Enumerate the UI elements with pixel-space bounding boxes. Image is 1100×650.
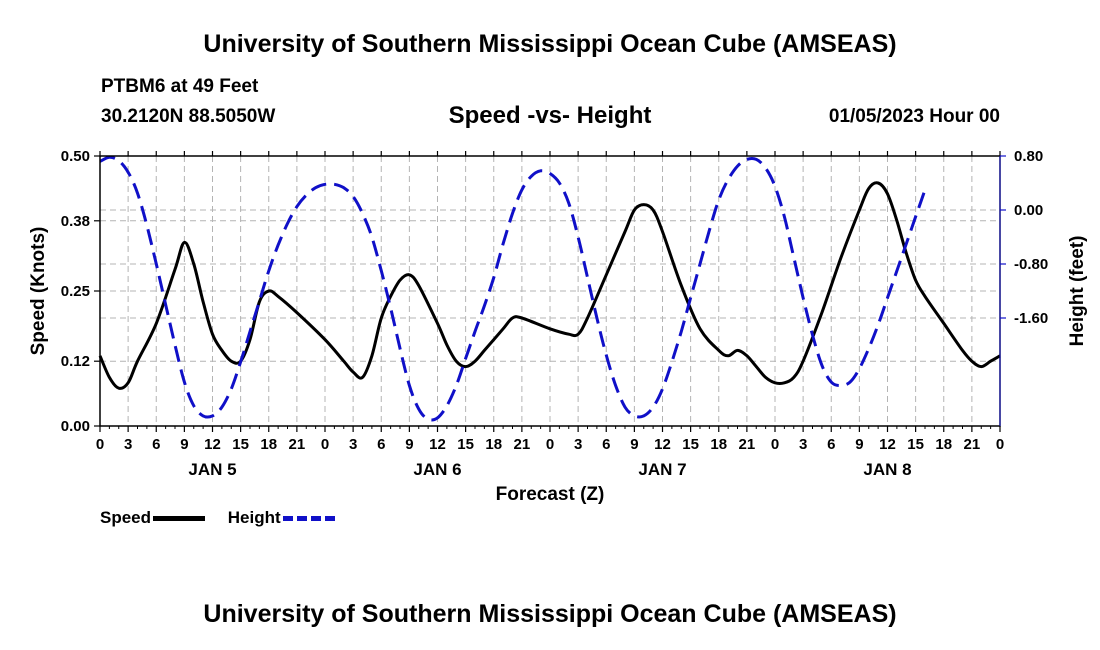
x-tick-label: 0 bbox=[996, 436, 1004, 453]
x-tick-label: 15 bbox=[682, 436, 699, 453]
x-tick-label: 21 bbox=[964, 436, 981, 453]
legend-speed-swatch bbox=[153, 516, 206, 522]
x-tick-label: 15 bbox=[232, 436, 249, 453]
forecast-date: 01/05/2023 Hour 00 bbox=[828, 106, 1000, 127]
x-tick-label: 12 bbox=[879, 436, 896, 453]
x-tick-label: 12 bbox=[429, 436, 446, 453]
y-left-tick-label: 0.50 bbox=[61, 148, 90, 165]
y-left-axis-title: Speed (Knots) bbox=[28, 227, 49, 356]
legend: Speed Height bbox=[100, 508, 335, 528]
day-label: JAN 6 bbox=[413, 460, 461, 479]
x-tick-label: 21 bbox=[514, 436, 531, 453]
y-right-tick-label: -0.80 bbox=[1014, 256, 1048, 273]
x-tick-label: 3 bbox=[574, 436, 582, 453]
y-right-tick-label: 0.00 bbox=[1014, 202, 1043, 219]
day-label: JAN 7 bbox=[638, 460, 686, 479]
x-tick-label: 18 bbox=[710, 436, 727, 453]
chart-title: Speed -vs- Height bbox=[448, 102, 652, 129]
y-right-axis-title: Height (feet) bbox=[1067, 236, 1088, 347]
x-tick-label: 3 bbox=[124, 436, 132, 453]
x-tick-label: 3 bbox=[799, 436, 807, 453]
legend-height-label: Height bbox=[227, 508, 281, 527]
y-right-tick-label: -1.60 bbox=[1014, 310, 1048, 327]
x-tick-label: 15 bbox=[457, 436, 474, 453]
x-tick-label: 0 bbox=[771, 436, 779, 453]
day-label: JAN 8 bbox=[863, 460, 911, 479]
y-left-tick-label: 0.12 bbox=[61, 353, 90, 370]
day-label: JAN 5 bbox=[188, 460, 236, 479]
y-right-tick-label: 0.80 bbox=[1014, 148, 1043, 165]
height-series-line bbox=[99, 155, 927, 422]
y-left-tick-label: 0.00 bbox=[61, 418, 90, 435]
footer-title: University of Southern Mississippi Ocean… bbox=[203, 600, 897, 628]
x-tick-label: 0 bbox=[546, 436, 554, 453]
station-label: PTBM6 at 49 Feet bbox=[101, 76, 259, 97]
x-tick-label: 21 bbox=[739, 436, 756, 453]
x-tick-label: 6 bbox=[377, 436, 385, 453]
legend-height-swatch bbox=[282, 516, 335, 522]
x-tick-label: 0 bbox=[96, 436, 104, 453]
y-left-tick-label: 0.25 bbox=[61, 283, 90, 300]
x-tick-label: 6 bbox=[152, 436, 160, 453]
page-title: University of Southern Mississippi Ocean… bbox=[203, 30, 897, 58]
x-tick-label: 6 bbox=[827, 436, 835, 453]
x-tick-label: 12 bbox=[204, 436, 221, 453]
x-tick-label: 9 bbox=[405, 436, 413, 453]
x-tick-label: 3 bbox=[349, 436, 357, 453]
legend-speed-label: Speed bbox=[100, 508, 152, 527]
y-left-tick-label: 0.38 bbox=[61, 213, 90, 230]
x-tick-label: 9 bbox=[855, 436, 863, 453]
x-tick-label: 9 bbox=[180, 436, 188, 453]
x-tick-label: 21 bbox=[289, 436, 306, 453]
speed-series-line bbox=[98, 181, 1001, 390]
x-tick-label: 18 bbox=[935, 436, 952, 453]
x-tick-label: 9 bbox=[630, 436, 638, 453]
x-tick-label: 12 bbox=[654, 436, 671, 453]
x-tick-label: 18 bbox=[485, 436, 502, 453]
x-axis-title: Forecast (Z) bbox=[496, 484, 605, 505]
x-tick-label: 0 bbox=[321, 436, 329, 453]
location-label: 30.2120N 88.5050W bbox=[101, 106, 276, 127]
x-tick-label: 18 bbox=[260, 436, 277, 453]
x-tick-label: 15 bbox=[907, 436, 924, 453]
x-tick-label: 6 bbox=[602, 436, 610, 453]
